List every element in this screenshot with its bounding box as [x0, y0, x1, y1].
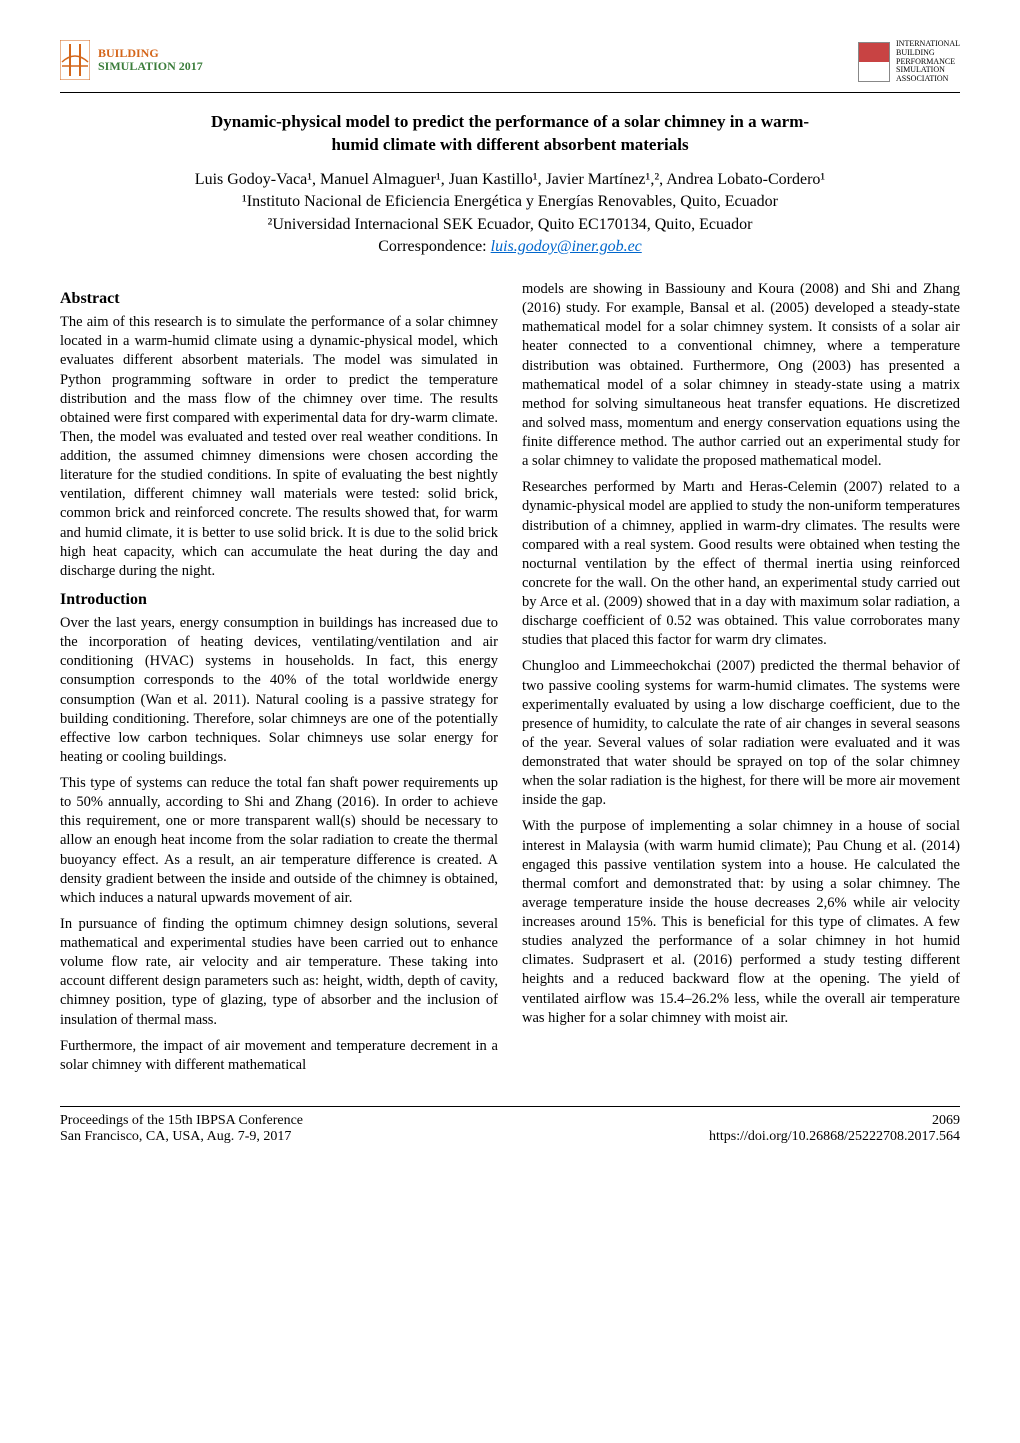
- authors: Luis Godoy-Vaca¹, Manuel Almaguer¹, Juan…: [60, 169, 960, 191]
- body-paragraph: With the purpose of implementing a solar…: [522, 817, 960, 1027]
- ibpsa-text: INTERNATIONAL BUILDING PERFORMANCE SIMUL…: [896, 40, 960, 84]
- body-paragraph: Researches performed by Martı and Heras-…: [522, 478, 960, 650]
- body-paragraph: Chungloo and Limmeechokchai (2007) predi…: [522, 657, 960, 810]
- correspondence-label: Correspondence:: [378, 238, 490, 255]
- abstract-paragraph: The aim of this research is to simulate …: [60, 313, 498, 581]
- intro-paragraph: In pursuance of finding the optimum chim…: [60, 915, 498, 1030]
- introduction-heading: Introduction: [60, 589, 498, 610]
- footer: Proceedings of the 15th IBPSA Conference…: [60, 1107, 960, 1145]
- ibpsa-logo: INTERNATIONAL BUILDING PERFORMANCE SIMUL…: [858, 40, 960, 84]
- body-paragraph: models are showing in Bassiouny and Kour…: [522, 280, 960, 471]
- ibpsa-line: ASSOCIATION: [896, 75, 960, 84]
- footer-right: 2069 https://doi.org/10.26868/25222708.2…: [709, 1113, 960, 1145]
- right-column: models are showing in Bassiouny and Kour…: [522, 280, 960, 1082]
- footer-page-number: 2069: [932, 1113, 960, 1128]
- left-column: Abstract The aim of this research is to …: [60, 280, 498, 1082]
- title-line1: Dynamic-physical model to predict the pe…: [211, 112, 809, 131]
- title-line2: humid climate with different absorbent m…: [331, 135, 688, 154]
- paper-title: Dynamic-physical model to predict the pe…: [60, 111, 960, 157]
- conference-logo-left: BUILDING SIMULATION 2017: [60, 40, 203, 80]
- header: BUILDING SIMULATION 2017 INTERNATIONAL B…: [60, 40, 960, 93]
- bridge-icon: [60, 40, 90, 80]
- footer-left: Proceedings of the 15th IBPSA Conference…: [60, 1113, 303, 1145]
- correspondence-email-link[interactable]: luis.godoy@iner.gob.ec: [491, 238, 642, 255]
- intro-paragraph: This type of systems can reduce the tota…: [60, 774, 498, 908]
- ibpsa-icon: [858, 42, 890, 82]
- title-block: Dynamic-physical model to predict the pe…: [60, 111, 960, 256]
- affiliation-1: ¹Instituto Nacional de Eficiencia Energé…: [60, 191, 960, 213]
- intro-paragraph: Furthermore, the impact of air movement …: [60, 1037, 498, 1075]
- page-container: BUILDING SIMULATION 2017 INTERNATIONAL B…: [0, 0, 1020, 1175]
- body-columns: Abstract The aim of this research is to …: [60, 280, 960, 1082]
- affiliation-2: ²Universidad Internacional SEK Ecuador, …: [60, 214, 960, 236]
- footer-location-date: San Francisco, CA, USA, Aug. 7-9, 2017: [60, 1129, 291, 1144]
- conference-logo-text: BUILDING SIMULATION 2017: [98, 47, 203, 73]
- footer-doi: https://doi.org/10.26868/25222708.2017.5…: [709, 1129, 960, 1144]
- logo-line2: SIMULATION 2017: [98, 60, 203, 73]
- abstract-heading: Abstract: [60, 288, 498, 309]
- correspondence: Correspondence: luis.godoy@iner.gob.ec: [60, 238, 960, 256]
- intro-paragraph: Over the last years, energy consumption …: [60, 614, 498, 767]
- footer-proceedings: Proceedings of the 15th IBPSA Conference: [60, 1113, 303, 1128]
